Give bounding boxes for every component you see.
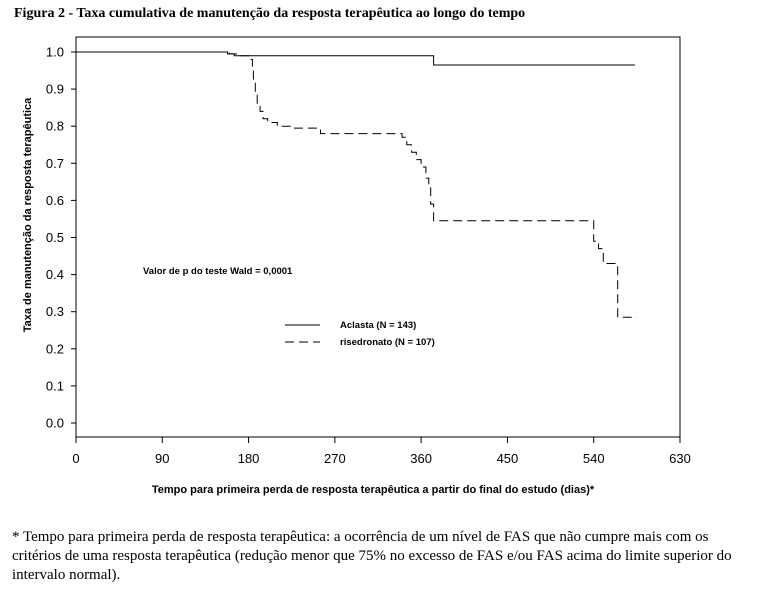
x-tick-label: 0 [72, 451, 79, 466]
x-tick-label: 90 [155, 451, 169, 466]
x-tick-label: 180 [238, 451, 260, 466]
x-tick-label: 270 [324, 451, 346, 466]
km-survival-chart: 0.0 0.1 0.2 0.3 0.4 0.5 0.6 0.7 0.8 0.9 1.0 0 90 180… [22, 36, 691, 496]
series-line-aclasta [76, 51, 635, 66]
figure-footnote: * Tempo para primeira perda de resposta … [12, 529, 732, 583]
x-tick-label: 540 [583, 451, 605, 466]
x-tick-label: 630 [669, 451, 691, 466]
x-tick-label: 450 [497, 451, 519, 466]
legend-label-risedronato: risedronato (N = 107) [340, 337, 435, 348]
y-tick-label: 0.2 [46, 341, 64, 356]
x-axis: 0 90 180 270 360 450 540 630 [72, 437, 691, 466]
series-line-risedronato [76, 51, 637, 318]
legend-label-aclasta: Aclasta (N = 143) [340, 320, 416, 331]
y-tick-label: 0.9 [46, 82, 64, 97]
legend: Aclasta (N = 143) risedronato (N = 107) [285, 320, 435, 348]
y-tick-label: 0.3 [46, 304, 64, 319]
figure-title: Figura 2 - Taxa cumulativa de manutenção… [14, 6, 526, 21]
x-axis-label: Tempo para primeira perda de resposta te… [152, 484, 595, 496]
series-layer [76, 51, 637, 318]
y-tick-label: 0.8 [46, 119, 64, 134]
y-tick-label: 0.4 [46, 267, 64, 282]
wald-annotation: Valor de p do teste Wald = 0,0001 [143, 266, 293, 277]
y-tick-label: 0.6 [46, 193, 64, 208]
plot-frame [75, 36, 681, 438]
y-tick-label: 0.0 [46, 416, 64, 431]
y-axis: 0.0 0.1 0.2 0.3 0.4 0.5 0.6 0.7 0.8 0.9 1.0 [46, 45, 76, 431]
y-tick-label: 0.7 [46, 156, 64, 171]
y-axis-label: Taxa de manutenção da resposta terapêuti… [22, 97, 34, 332]
y-tick-label: 0.1 [46, 378, 64, 393]
x-tick-label: 360 [410, 451, 432, 466]
y-tick-label: 1.0 [46, 45, 64, 60]
y-tick-label: 0.5 [46, 230, 64, 245]
